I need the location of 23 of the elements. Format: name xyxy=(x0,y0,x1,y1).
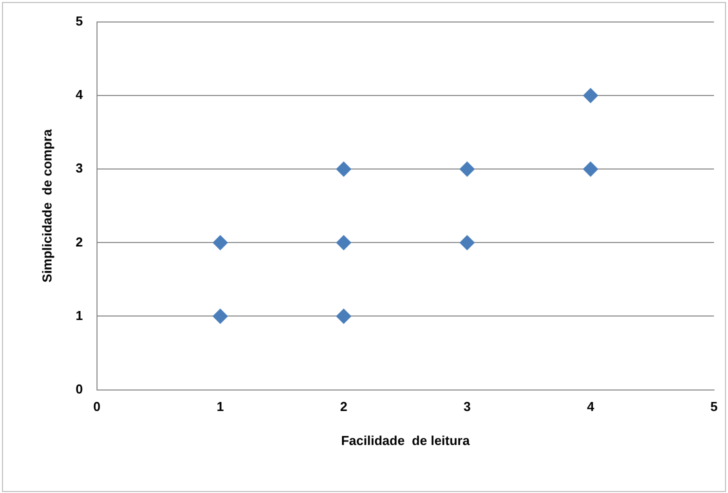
x-tick-label: 5 xyxy=(710,399,718,414)
point xyxy=(212,235,228,250)
point xyxy=(212,308,228,324)
x-tick-label: 4 xyxy=(586,399,595,414)
y-tick-label: 2 xyxy=(76,234,83,250)
point xyxy=(583,162,598,177)
point xyxy=(460,162,475,177)
x-tick-label: 1 xyxy=(216,399,224,414)
y-tick-label: 0 xyxy=(76,381,83,396)
y-tick-label: 5 xyxy=(76,14,83,29)
y-tick-label: 1 xyxy=(76,308,83,323)
y-tick-label: 3 xyxy=(76,160,83,176)
x-axis-title: Facilidade de leitura xyxy=(341,432,470,448)
point xyxy=(336,308,352,324)
x-tick-label: 3 xyxy=(464,399,471,414)
y-tick-label: 4 xyxy=(76,87,84,102)
point xyxy=(583,88,598,104)
point xyxy=(336,162,352,177)
x-tick-label: 0 xyxy=(93,399,100,414)
x-tick-label: 2 xyxy=(340,399,348,414)
point xyxy=(336,235,352,250)
y-axis-title: Simplicidade de compra xyxy=(39,128,54,282)
point xyxy=(460,235,475,250)
